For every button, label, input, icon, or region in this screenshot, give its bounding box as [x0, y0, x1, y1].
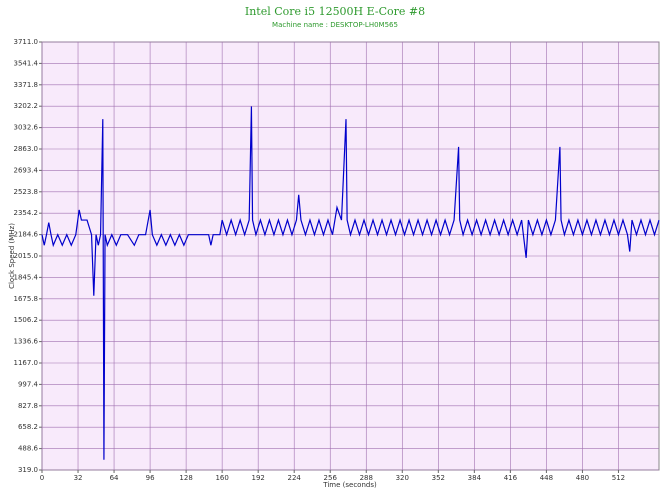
x-tick-label: 448: [540, 474, 553, 482]
y-tick-label: 3541.4: [14, 59, 39, 67]
y-tick-label: 997.4: [18, 380, 39, 388]
x-tick-label: 192: [251, 474, 264, 482]
x-tick-label: 384: [468, 474, 482, 482]
x-tick-label: 320: [396, 474, 409, 482]
y-tick-label: 3371.8: [14, 81, 39, 89]
x-tick-label: 416: [504, 474, 518, 482]
y-tick-label: 2523.8: [14, 188, 39, 196]
y-tick-label: 1167.0: [14, 359, 39, 367]
x-tick-label: 64: [110, 474, 119, 482]
y-tick-label: 2184.6: [14, 231, 39, 239]
y-tick-label: 488.6: [18, 445, 39, 453]
y-tick-label: 658.2: [18, 423, 38, 431]
x-tick-label: 224: [288, 474, 302, 482]
x-tick-label: 0: [40, 474, 44, 482]
y-tick-label: 2015.0: [14, 252, 39, 260]
y-tick-label: 1845.4: [14, 273, 39, 281]
y-tick-label: 1675.8: [14, 295, 39, 303]
y-tick-label: 2354.2: [14, 209, 39, 217]
x-tick-label: 128: [179, 474, 192, 482]
y-axis-label: Clock Speed (MHz): [8, 223, 16, 289]
x-tick-label: 160: [215, 474, 228, 482]
y-tick-label: 827.8: [18, 402, 38, 410]
chart-subtitle: Machine name : DESKTOP-LH0M565: [272, 21, 398, 29]
x-tick-label: 512: [612, 474, 625, 482]
y-tick-label: 319.0: [18, 466, 38, 474]
y-tick-label: 3202.2: [14, 102, 39, 110]
y-tick-label: 2693.4: [14, 166, 39, 174]
x-tick-label: 480: [576, 474, 589, 482]
x-tick-label: 256: [324, 474, 338, 482]
y-tick-label: 1506.2: [14, 316, 39, 324]
x-tick-label: 288: [360, 474, 373, 482]
x-tick-label: 96: [146, 474, 155, 482]
line-series: [41, 106, 660, 460]
y-tick-label: 1336.6: [14, 338, 39, 346]
y-tick-label: 2863.0: [14, 145, 39, 153]
x-tick-label: 32: [74, 474, 83, 482]
chart-title: Intel Core i5 12500H E-Core #8: [245, 5, 425, 18]
y-tick-label: 3711.0: [14, 38, 39, 46]
x-tick-label: 352: [432, 474, 445, 482]
y-tick-label: 3032.6: [14, 124, 39, 132]
x-axis-label: Time (seconds): [322, 481, 377, 489]
